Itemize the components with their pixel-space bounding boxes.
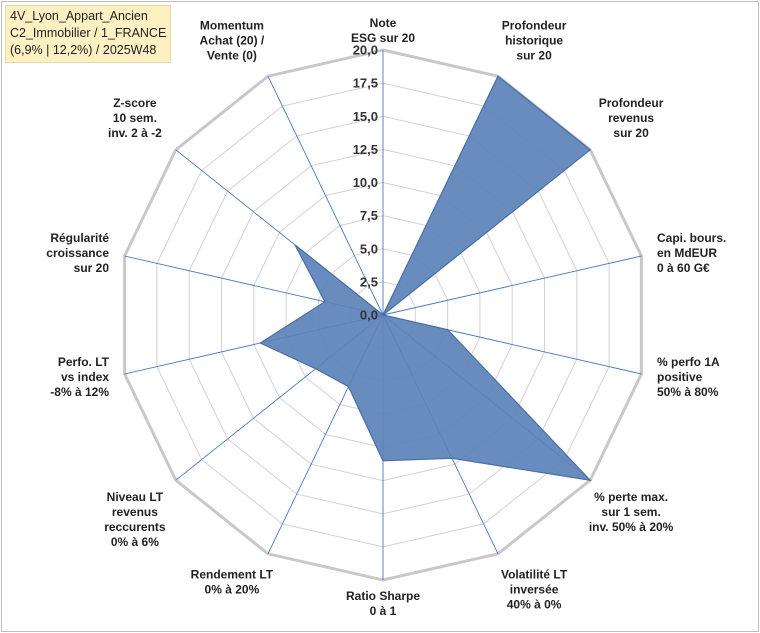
axis-label-line: historique bbox=[505, 34, 563, 48]
axis-label-line: Volatilité LT bbox=[501, 567, 568, 581]
axis-spoke bbox=[267, 76, 384, 316]
axis-label-2: Profondeur revenus sur 20 bbox=[599, 96, 664, 140]
tick-label: 12,5 bbox=[353, 142, 378, 157]
tick-label: 20,0 bbox=[353, 43, 378, 58]
axis-label-9: Niveau LT revenus reccurents 0% à 6% bbox=[104, 490, 166, 549]
tick-label: 10,0 bbox=[353, 175, 378, 190]
axis-label-line: Vente (0) bbox=[207, 49, 257, 63]
tick-label: 7,5 bbox=[360, 208, 378, 223]
axis-label-line: Z-score bbox=[113, 96, 157, 110]
axis-label-line: Régularité bbox=[50, 231, 109, 245]
axis-label-line: revenus bbox=[608, 111, 654, 125]
axis-label-line: Profondeur bbox=[502, 19, 567, 33]
axis-label-3: Capi. bours. en MdEUR 0 à 60 G€ bbox=[657, 231, 726, 275]
axis-label-line: 50% à 80% bbox=[657, 385, 719, 399]
axis-label-4: % perfo 1A positive 50% à 80% bbox=[657, 355, 720, 399]
tick-labels: 0,0 2,5 5,0 7,5 10,0 12,5 15,0 17,5 20,0 bbox=[353, 43, 378, 323]
axis-label-line: reccurents bbox=[104, 520, 166, 534]
axis-label-line: Ratio Sharpe bbox=[346, 589, 420, 603]
axis-label-12: Z-score 10 sem. inv. 2 à -2 bbox=[108, 96, 162, 140]
axis-label-line: sur 20 bbox=[74, 261, 110, 275]
axis-label-line: revenus bbox=[112, 505, 158, 519]
axis-label-line: inv. 2 à -2 bbox=[108, 126, 162, 140]
axis-label-line: Niveau LT bbox=[107, 490, 164, 504]
axis-label-11: Régularité croissance sur 20 bbox=[46, 231, 109, 275]
axis-label-line: 0 à 60 G€ bbox=[657, 261, 710, 275]
axis-label-line: 10 sem. bbox=[113, 111, 157, 125]
axis-label-line: ESG sur 20 bbox=[351, 31, 415, 45]
axis-label-0: Note ESG sur 20 bbox=[351, 16, 415, 45]
axis-label-line: % perte max. bbox=[594, 490, 668, 504]
tick-label: 15,0 bbox=[353, 109, 378, 124]
axis-spoke bbox=[382, 255, 642, 316]
axis-label-line: en MdEUR bbox=[657, 246, 717, 260]
axis-label-line: Rendement LT bbox=[191, 567, 274, 581]
axis-label-line: -8% à 12% bbox=[50, 385, 109, 399]
axis-label-13: Momentum Achat (20) / Vente (0) bbox=[200, 19, 265, 63]
axis-label-line: Profondeur bbox=[599, 96, 664, 110]
axis-label-line: 0% à 20% bbox=[205, 582, 260, 596]
tick-label: 5,0 bbox=[360, 241, 378, 256]
data-series bbox=[259, 75, 592, 482]
axis-label-line: croissance bbox=[46, 246, 109, 260]
title-line-3: (6,9% | 12,2%) / 2025W48 bbox=[10, 43, 157, 57]
axis-label-6: Volatilité LT inversée 40% à 0% bbox=[501, 567, 568, 611]
series-area bbox=[259, 75, 592, 482]
axis-label-1: Profondeur historique sur 20 bbox=[502, 19, 567, 63]
title-line-1: 4V_Lyon_Appart_Ancien bbox=[10, 9, 148, 23]
tick-label: 17,5 bbox=[353, 76, 378, 91]
chart-title-box: 4V_Lyon_Appart_Ancien C2_Immobilier / 1_… bbox=[5, 5, 172, 63]
axis-label-line: 0% à 6% bbox=[111, 535, 159, 549]
axis-label-line: Capi. bours. bbox=[657, 231, 726, 245]
axis-label-line: sur 20 bbox=[613, 126, 649, 140]
axis-label-line: sur 1 sem. bbox=[601, 505, 660, 519]
axis-label-line: vs index bbox=[61, 370, 109, 384]
axis-label-line: positive bbox=[657, 370, 703, 384]
title-line-2: C2_Immobilier / 1_FRANCE bbox=[10, 26, 167, 40]
axis-label-line: Achat (20) / bbox=[200, 34, 265, 48]
tick-label: 0,0 bbox=[360, 308, 378, 323]
axis-label-8: Rendement LT 0% à 20% bbox=[191, 567, 274, 596]
axis-label-line: sur 20 bbox=[516, 49, 552, 63]
axis-label-line: 40% à 0% bbox=[507, 597, 562, 611]
axis-label-5: % perte max. sur 1 sem. inv. 50% à 20% bbox=[589, 490, 674, 534]
axis-label-line: inversée bbox=[510, 582, 559, 596]
axis-label-line: % perfo 1A bbox=[657, 355, 720, 369]
axis-label-line: Perfo. LT bbox=[58, 355, 110, 369]
axis-label-line: Momentum bbox=[200, 19, 264, 33]
axis-label-line: Note bbox=[370, 16, 397, 30]
axis-label-10: Perfo. LT vs index -8% à 12% bbox=[50, 355, 109, 399]
axis-label-line: inv. 50% à 20% bbox=[589, 520, 674, 534]
tick-label: 2,5 bbox=[360, 274, 378, 289]
axis-label-line: 0 à 1 bbox=[370, 604, 397, 618]
axis-label-7: Ratio Sharpe 0 à 1 bbox=[346, 589, 420, 618]
